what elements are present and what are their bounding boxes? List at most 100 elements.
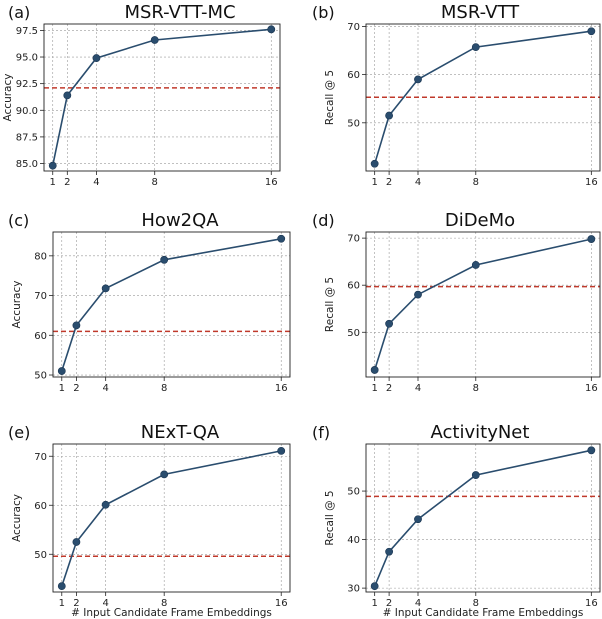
data-point [160, 470, 169, 479]
x-tick-label: 8 [161, 598, 167, 609]
y-axis-label: Recall @ 5 [324, 490, 336, 545]
data-point [587, 27, 596, 36]
x-tick-label: 2 [64, 177, 70, 188]
x-tick-label: 4 [415, 177, 421, 188]
x-tick-label: 8 [473, 383, 479, 394]
y-tick-label: 80 [34, 251, 47, 262]
y-tick-label: 70 [347, 22, 360, 33]
y-tick-label: 50 [34, 371, 47, 382]
x-tick-label: 16 [275, 598, 288, 609]
data-point [101, 500, 110, 509]
chart-title: How2QA [141, 210, 219, 231]
x-tick-label: 1 [50, 177, 56, 188]
panel-tag: (f) [312, 423, 330, 442]
plot-frame [365, 443, 601, 593]
data-point [370, 582, 379, 591]
y-tick-label: 30 [347, 584, 360, 595]
chart-title: ActivityNet [431, 422, 530, 443]
x-tick-label: 4 [93, 177, 99, 188]
chart-title: MSR-VTT [441, 2, 520, 23]
x-tick-label: 4 [415, 383, 421, 394]
x-tick-label: 1 [371, 177, 377, 188]
x-tick-label: 1 [59, 383, 65, 394]
x-tick-label: 1 [371, 383, 377, 394]
y-tick-label: 87.5 [16, 132, 38, 143]
y-tick-label: 50 [347, 328, 360, 339]
panel-tag: (d) [312, 211, 335, 230]
data-point [370, 159, 379, 168]
data-point [160, 255, 169, 264]
data-point [471, 43, 480, 52]
series-line [61, 450, 282, 587]
panel-tag: (c) [8, 211, 29, 230]
data-point [587, 235, 596, 243]
x-tick-label: 2 [386, 177, 392, 188]
chart-title: MSR-VTT-MC [124, 2, 235, 23]
y-tick-label: 97.5 [16, 26, 38, 37]
x-tick-label: 2 [386, 383, 392, 394]
panel-how2qa: (c) How2QA 1 2 4 8 16 50 60 70 80 Accuracy [8, 210, 291, 394]
panel-next-qa: (e) NExT-QA 1 2 4 8 16 50 60 70 Accuracy # Input Ca… [8, 422, 291, 619]
data-point [370, 366, 379, 374]
data-point [587, 446, 596, 455]
x-tick-label: 16 [275, 383, 288, 394]
panel-msr-vtt-mc: (a) MSR-VTT-MC 1 2 4 8 16 85.0 87.5 90.0 92.5 95.0 9… [2, 2, 281, 188]
x-tick-label: 8 [152, 177, 158, 188]
y-tick-label: 70 [347, 234, 360, 245]
x-tick-label: 16 [265, 177, 278, 188]
y-tick-label: 95.0 [16, 53, 38, 64]
chart-title: NExT-QA [141, 422, 220, 443]
x-tick-label: 8 [161, 383, 167, 394]
data-point [63, 91, 72, 100]
y-tick-label: 60 [347, 70, 360, 81]
x-tick-label: 4 [102, 383, 108, 394]
data-point [471, 261, 480, 269]
chart-title: DiDeMo [445, 210, 515, 231]
x-tick-label: 2 [73, 383, 79, 394]
panel-didemo: (d) DiDeMo 1 2 4 8 16 50 60 70 Recall @ 5 [312, 210, 601, 394]
x-tick-label: 16 [585, 598, 598, 609]
data-point [72, 538, 81, 546]
panel-msr-vtt: (b) MSR-VTT 1 2 4 8 16 50 60 70 Recall @ 5 [312, 2, 601, 188]
x-tick-label: 8 [473, 177, 479, 188]
x-axis-label: # Input Candidate Frame Embeddings [71, 607, 272, 619]
y-tick-label: 85.0 [16, 159, 38, 170]
y-axis-label: Recall @ 5 [324, 70, 336, 125]
x-tick-label: 4 [102, 598, 108, 609]
data-point [92, 54, 101, 62]
y-tick-label: 50 [34, 550, 47, 561]
data-point [57, 582, 66, 591]
data-point [57, 367, 66, 375]
plot-frame [365, 23, 601, 172]
plot-frame [43, 23, 281, 172]
y-tick-label: 50 [347, 118, 360, 129]
x-tick-label: 2 [386, 598, 392, 609]
data-point [414, 75, 422, 84]
panel-tag: (e) [8, 423, 30, 442]
y-axis-label: Accuracy [11, 281, 23, 329]
y-axis-label: Accuracy [2, 74, 14, 122]
series-line [51, 28, 272, 166]
data-point [385, 111, 394, 120]
data-point [101, 284, 110, 293]
panel-tag: (a) [8, 3, 30, 22]
data-point [48, 161, 57, 170]
x-tick-label: 4 [415, 598, 421, 609]
data-point [385, 547, 394, 556]
series-line [373, 449, 592, 587]
plot-frame [52, 443, 291, 593]
x-tick-label: 16 [585, 383, 598, 394]
plot-frame [365, 231, 601, 378]
data-point [471, 471, 480, 479]
panel-tag: (b) [312, 3, 335, 22]
x-tick-label: 8 [473, 598, 479, 609]
data-point [267, 25, 276, 34]
panel-activitynet: (f) ActivityNet 1 2 4 8 16 30 40 50 Recall @ 5 # In… [312, 422, 601, 619]
x-tick-label: 1 [59, 598, 65, 609]
y-tick-label: 60 [34, 501, 47, 512]
y-axis-label: Recall @ 5 [324, 277, 336, 332]
x-tick-label: 16 [585, 177, 598, 188]
x-axis-label: # Input Candidate Frame Embeddings [383, 607, 584, 619]
data-point [277, 446, 286, 455]
